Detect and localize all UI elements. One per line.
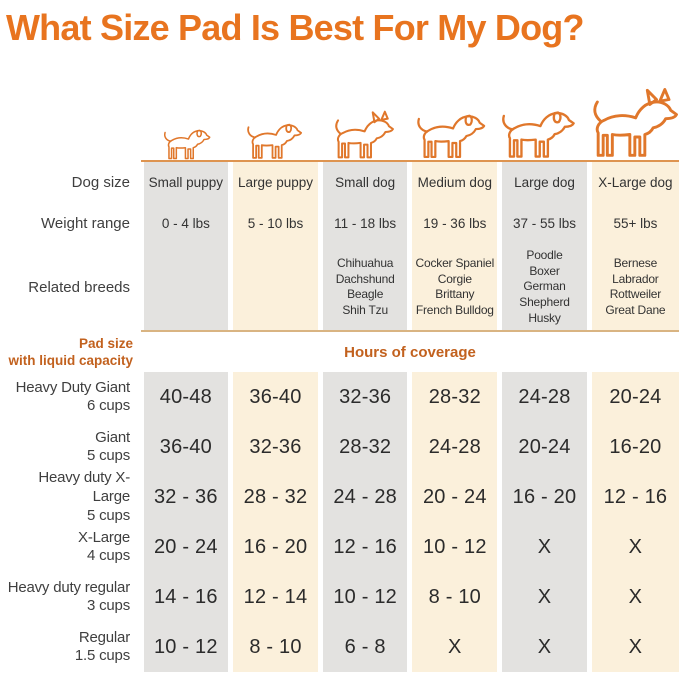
row-label-weight-range: Weight range bbox=[41, 215, 130, 233]
small-puppy-dog-icon bbox=[159, 123, 211, 162]
x-large-dog-icon bbox=[579, 87, 679, 162]
dogs-row-spacer bbox=[0, 48, 141, 162]
pad-name: X-Large bbox=[78, 528, 130, 546]
column-header-cell: Large puppy bbox=[231, 162, 321, 204]
hours-value-cell: 16 - 20 bbox=[500, 472, 590, 523]
hours-value-cell: 14 - 16 bbox=[141, 572, 231, 623]
hours-value-cell: X bbox=[589, 572, 679, 623]
hours-value-cell: 16 - 20 bbox=[231, 522, 321, 573]
hours-value-cell: 10 - 12 bbox=[410, 522, 500, 573]
ground-line bbox=[141, 160, 679, 163]
large-dog-icon bbox=[494, 101, 576, 162]
hours-value-cell: 24-28 bbox=[500, 372, 590, 423]
hours-value-cell: 36-40 bbox=[141, 422, 231, 473]
column-header-cell: Medium dog bbox=[410, 162, 500, 204]
hours-value-cell: 24-28 bbox=[410, 422, 500, 473]
hours-value-cell: X bbox=[589, 522, 679, 573]
dog-cell bbox=[579, 48, 679, 162]
pad-name: Heavy duty regular bbox=[7, 578, 130, 596]
row-label-dog-size: Dog size bbox=[71, 174, 130, 192]
hours-value-cell: 8 - 10 bbox=[410, 572, 500, 623]
hours-value-cell: 28-32 bbox=[410, 372, 500, 423]
small-dog-icon bbox=[325, 110, 395, 162]
pad-name: Heavy Duty Giant bbox=[15, 378, 131, 396]
hours-value-cell: 12 - 14 bbox=[231, 572, 321, 623]
pad-capacity: 6 cups bbox=[87, 397, 130, 415]
hours-value-cell: 20 - 24 bbox=[141, 522, 231, 573]
hours-value-cell: 8 - 10 bbox=[231, 622, 321, 673]
breeds-cell: Bernese Labrador Rottweiler Great Dane bbox=[589, 244, 679, 331]
hours-value-cell: 12 - 16 bbox=[589, 472, 679, 523]
pad-capacity: 4 cups bbox=[87, 547, 130, 565]
hours-value-cell: 10 - 12 bbox=[320, 572, 410, 623]
dog-cell bbox=[229, 48, 317, 162]
breeds-cell: Cocker Spaniel Corgie Brittany French Bu… bbox=[410, 244, 500, 331]
pad-row-label: Giant 5 cups bbox=[0, 422, 141, 472]
breeds-cell: Poodle Boxer German Shepherd Husky bbox=[500, 244, 590, 331]
hours-value-cell: X bbox=[589, 622, 679, 673]
pad-name: Giant bbox=[95, 428, 130, 446]
hours-value-cell: 28 - 32 bbox=[231, 472, 321, 523]
dog-info-table: Dog size Small puppy Large puppy Small d… bbox=[0, 162, 679, 331]
weight-cell: 37 - 55 lbs bbox=[500, 203, 590, 245]
pad-capacity: 1.5 cups bbox=[74, 647, 130, 665]
hours-value-cell: 12 - 16 bbox=[320, 522, 410, 573]
breeds-cell: Chihuahua Dachshund Beagle Shih Tzu bbox=[320, 244, 410, 331]
row-label-related-breeds: Related breeds bbox=[28, 278, 130, 296]
pad-row-label: X-Large 4 cups bbox=[0, 522, 141, 572]
weight-cell: 11 - 18 lbs bbox=[320, 203, 410, 245]
column-header-cell: Large dog bbox=[500, 162, 590, 204]
dog-size-illustrations bbox=[0, 48, 679, 163]
medium-dog-icon bbox=[410, 105, 486, 162]
weight-cell: 5 - 10 lbs bbox=[231, 203, 321, 245]
column-header-cell: Small puppy bbox=[141, 162, 231, 204]
pad-size-capacity-label: Pad size with liquid capacity bbox=[8, 335, 133, 369]
hours-value-cell: 20-24 bbox=[589, 372, 679, 423]
hours-value-cell: X bbox=[410, 622, 500, 673]
pad-capacity: 5 cups bbox=[87, 447, 130, 465]
hours-of-coverage-header: Hours of coverage bbox=[344, 343, 476, 361]
hours-value-cell: 32-36 bbox=[320, 372, 410, 423]
pad-row-label: Heavy duty X-Large 5 cups bbox=[0, 469, 141, 524]
hours-value-cell: 24 - 28 bbox=[320, 472, 410, 523]
pad-name: Regular bbox=[78, 628, 130, 646]
weight-cell: 0 - 4 lbs bbox=[141, 203, 231, 245]
pad-row-label: Heavy duty regular 3 cups bbox=[0, 572, 141, 622]
hours-of-coverage-table: Heavy Duty Giant 6 cups 40-48 36-40 32-36… bbox=[0, 372, 679, 673]
hours-value-cell: 40-48 bbox=[141, 372, 231, 423]
hours-value-cell: 20-24 bbox=[500, 422, 590, 473]
hours-value-cell: 36-40 bbox=[231, 372, 321, 423]
pad-row-label: Heavy Duty Giant 6 cups bbox=[0, 372, 141, 422]
dog-cell bbox=[404, 48, 492, 162]
weight-cell: 19 - 36 lbs bbox=[410, 203, 500, 245]
hours-value-cell: 32 - 36 bbox=[141, 472, 231, 523]
dog-cell bbox=[141, 48, 229, 162]
hours-value-cell: 6 - 8 bbox=[320, 622, 410, 673]
dog-cell bbox=[491, 48, 579, 162]
column-header-cell: Small dog bbox=[320, 162, 410, 204]
hours-value-cell: X bbox=[500, 622, 590, 673]
hours-value-cell: 20 - 24 bbox=[410, 472, 500, 523]
breeds-cell bbox=[231, 244, 321, 331]
hours-value-cell: 28-32 bbox=[320, 422, 410, 473]
hours-value-cell: X bbox=[500, 522, 590, 573]
page-title: What Size Pad Is Best For My Dog? bbox=[6, 7, 584, 48]
pad-section-header: Pad size with liquid capacity Hours of c… bbox=[0, 332, 679, 372]
pad-name: Heavy duty X-Large bbox=[38, 469, 130, 506]
hours-value-cell: X bbox=[500, 572, 590, 623]
section-divider bbox=[141, 330, 679, 333]
large-puppy-dog-icon bbox=[241, 116, 303, 162]
pad-capacity: 3 cups bbox=[87, 597, 130, 615]
hours-value-cell: 32-36 bbox=[231, 422, 321, 473]
dog-cell bbox=[316, 48, 404, 162]
hours-value-cell: 16-20 bbox=[589, 422, 679, 473]
weight-cell: 55+ lbs bbox=[589, 203, 679, 245]
breeds-cell bbox=[141, 244, 231, 331]
column-header-cell: X-Large dog bbox=[589, 162, 679, 204]
pad-row-label: Regular 1.5 cups bbox=[0, 622, 141, 672]
hours-value-cell: 10 - 12 bbox=[141, 622, 231, 673]
pad-capacity: 5 cups bbox=[87, 506, 130, 524]
